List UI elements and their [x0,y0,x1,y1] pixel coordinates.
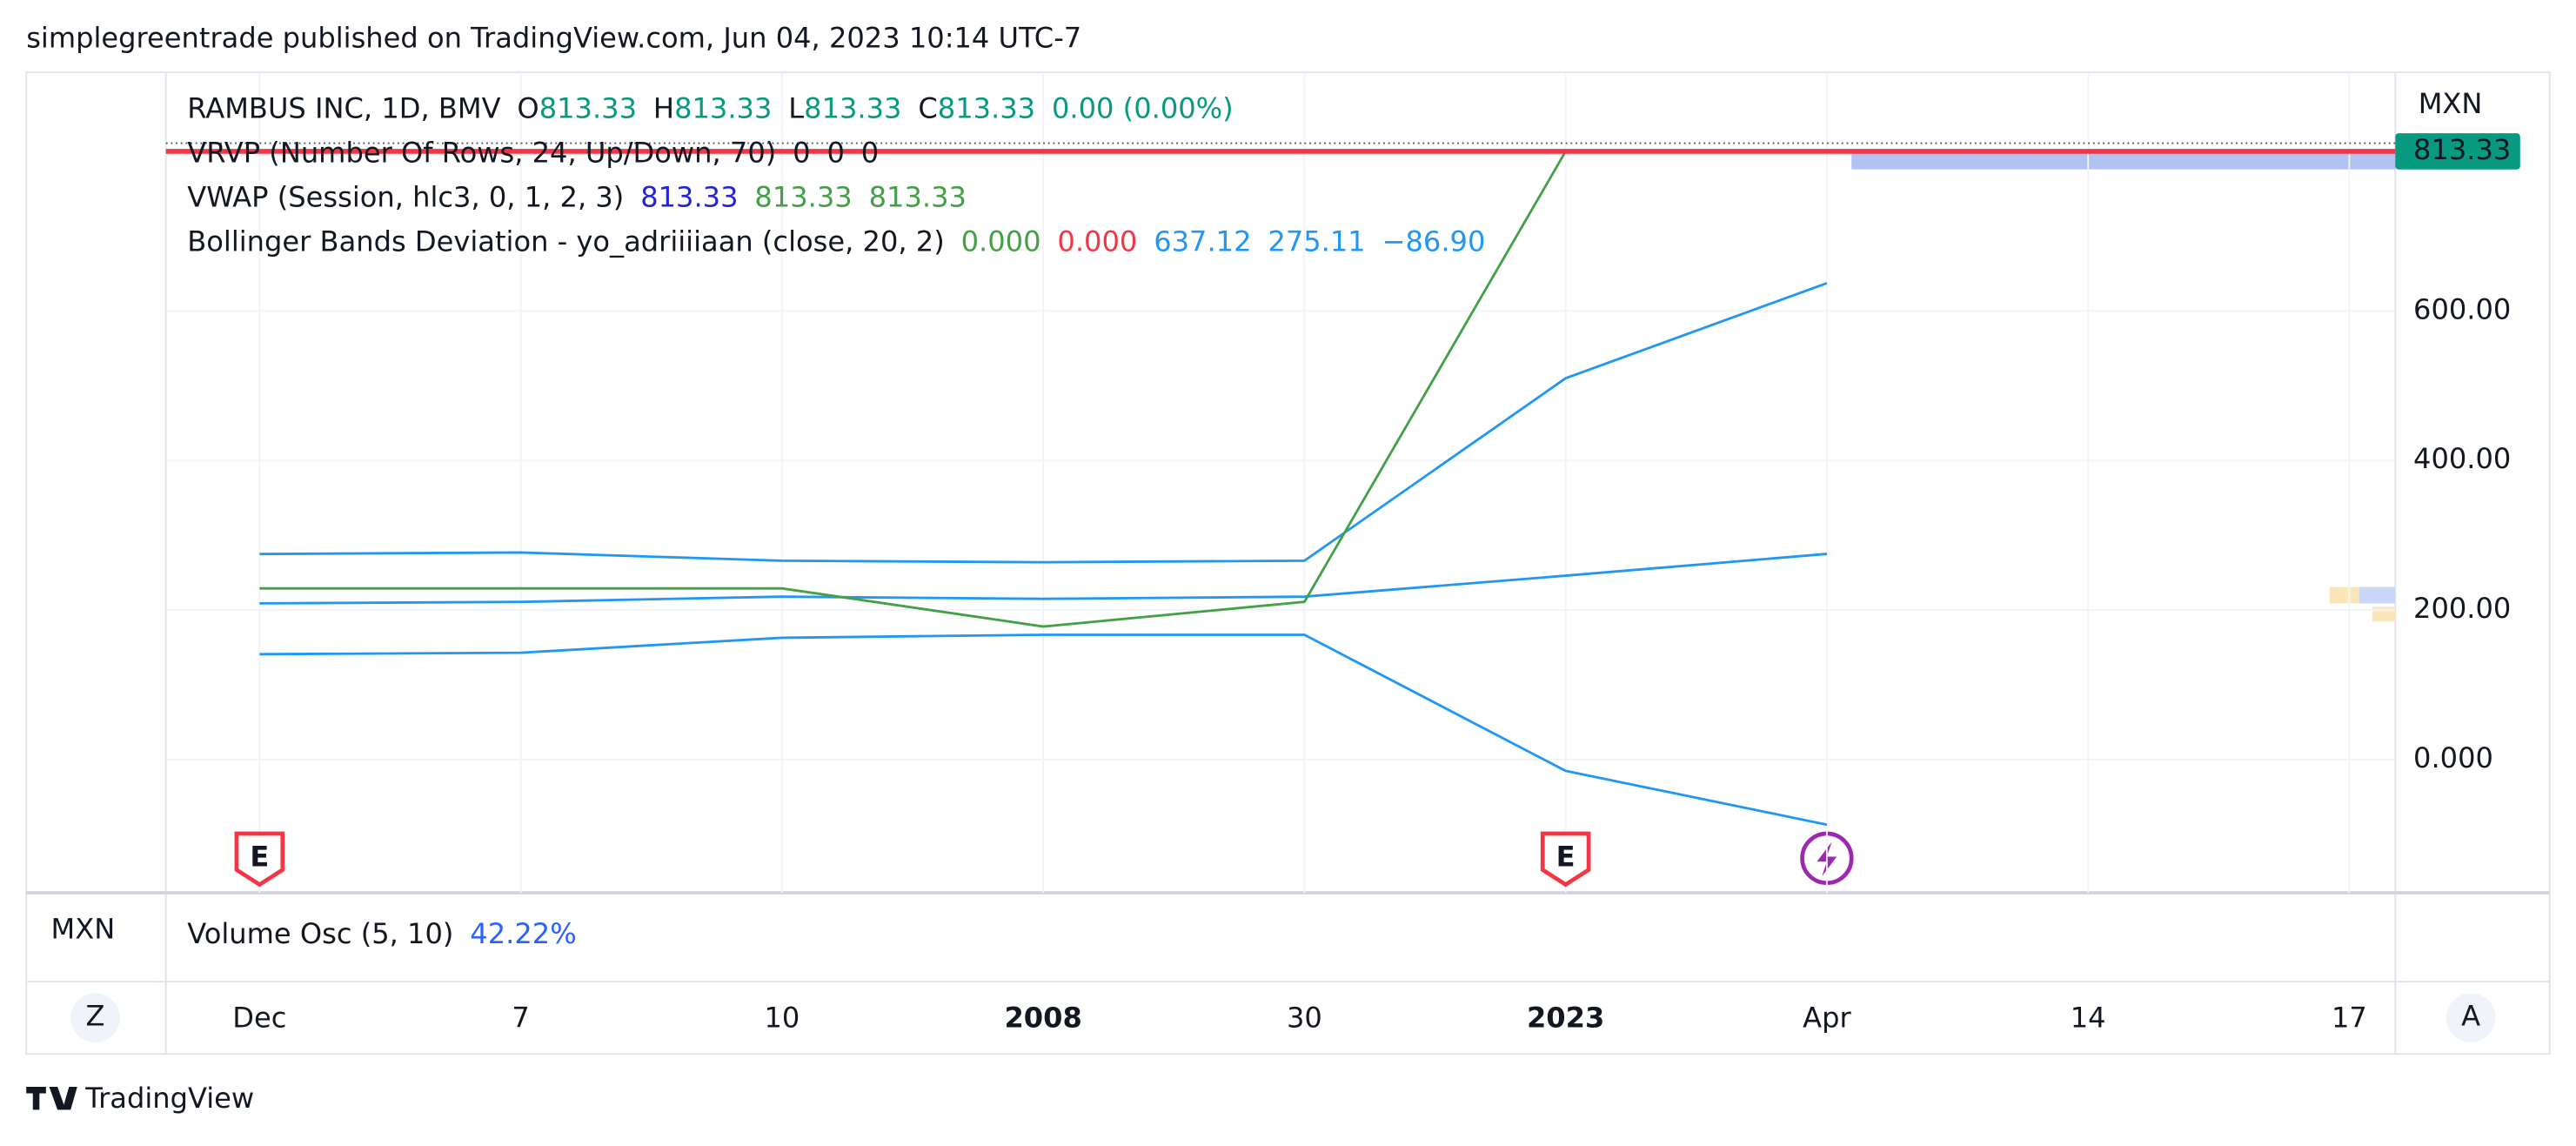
earnings-marker [1540,831,1591,888]
legend-name: Bollinger Bands Deviation - yo_adriiiiaa… [187,225,944,258]
earnings-marker [234,831,285,888]
x-tick-label: 7 [512,1002,529,1035]
x-tick-label: 30 [1287,1002,1322,1035]
legend-row: Bollinger Bands Deviation - yo_adriiiiaa… [187,225,1485,258]
legend-value: 813.33 [804,92,901,125]
x-tick-label: 2008 [1004,1002,1081,1035]
volume-currency: MXN [51,912,116,945]
legend-value: 0 [827,137,845,170]
legend-value: 813.33 [869,181,967,214]
legend-value: 813.33 [539,92,637,125]
legend-name: VRVP (Number Of Rows, 24, Up/Down, 70) [187,137,776,170]
brand-name: TradingView [84,1082,254,1115]
legend-row: VRVP (Number Of Rows, 24, Up/Down, 70) 0 0… [187,137,879,170]
x-tick-label: Dec [232,1002,286,1035]
y-tick-label: 200.00 [2413,592,2511,625]
volume-osc-label: Volume Osc (5, 10) [187,917,453,950]
button-a-label[interactable]: A [2461,1000,2480,1033]
button-z[interactable] [70,993,120,1042]
legend-value: −86.90 [1382,225,1486,258]
legend-value: 0.000 [1057,225,1137,258]
x-tick-label: 17 [2332,1002,2367,1035]
legend-key: H [653,92,674,125]
currency-label: MXN [2419,87,2483,120]
legend-name: VWAP (Session, hlc3, 0, 1, 2, 3) [187,181,624,214]
legend-value: 0 [793,137,810,170]
legend-row: VWAP (Session, hlc3, 0, 1, 2, 3) 813.33 81… [187,181,967,214]
y-tick-label: 0.000 [2413,741,2493,774]
button-a[interactable] [2446,993,2496,1042]
price-badge [2395,133,2520,170]
series-line [259,151,1567,628]
button-z-label[interactable]: Z [86,1000,105,1033]
series-line [259,553,1828,605]
x-tick-label: 14 [2071,1002,2106,1035]
x-tick-label: Apr [1803,1002,1851,1035]
legend-name: RAMBUS INC, 1D, BMV [187,92,500,125]
legend-value: 0 [861,137,879,170]
legend-value: 813.33 [938,92,1035,125]
legend-value: 813.33 [674,92,772,125]
chart-frame [25,71,2551,1056]
x-tick-label: 2023 [1527,1002,1604,1035]
legend-value: 637.12 [1154,225,1251,258]
legend-value: 813.33 [640,181,738,214]
earnings-label: E [250,840,269,873]
legend-value: 813.33 [754,181,852,214]
legend-value: 0.00 (0.00%) [1052,92,1234,125]
volume-osc-legend: Volume Osc (5, 10) 42.22% [187,917,576,950]
x-tick-label: 10 [764,1002,800,1035]
legend-key: C [918,92,937,125]
legend-value: 275.11 [1268,225,1365,258]
series-line [259,633,1828,827]
brand-logo [26,1086,77,1110]
y-tick-label: 400.00 [2413,442,2511,475]
earnings-label: E [1556,840,1576,873]
volume-osc-value: 42.22% [470,917,576,950]
volume-profile-row [2372,607,2396,622]
price-badge-label: 813.33 [2413,133,2511,166]
series-line [259,282,1828,564]
y-tick-label: 600.00 [2413,292,2511,325]
legend-key: L [788,92,804,125]
legend-row: RAMBUS INC, 1D, BMV O813.33 H813.33 L813.33… [187,92,1233,125]
volume-profile-row [2359,586,2396,604]
publish-title: simplegreentrade published on TradingVie… [26,21,1081,54]
legend-key: O [517,92,539,125]
legend-value: 0.000 [961,225,1041,258]
volume-profile-top [1851,152,2396,170]
